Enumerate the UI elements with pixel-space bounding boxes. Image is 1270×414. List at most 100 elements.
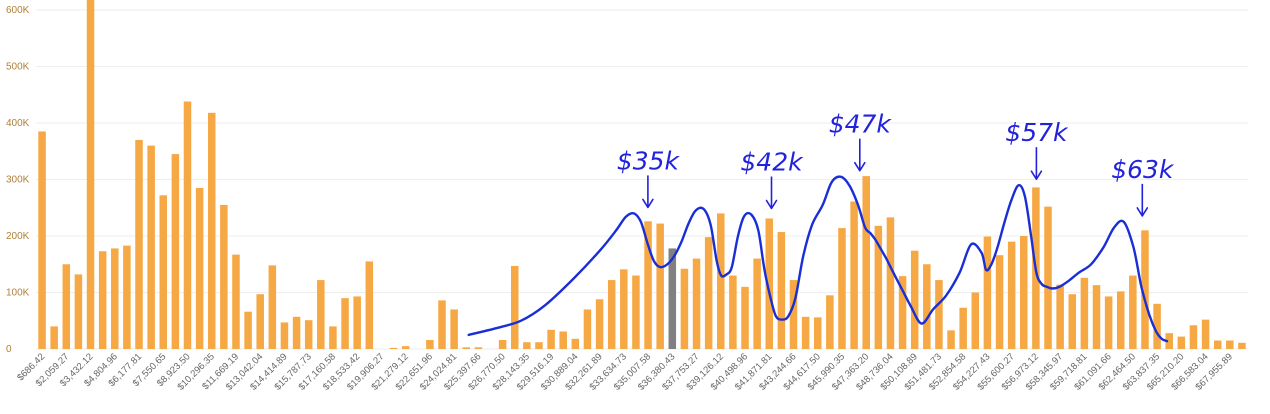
y-tick-label: 400K [6, 118, 30, 129]
annotation-label: $35k [617, 146, 681, 175]
bar [304, 320, 313, 349]
bar [462, 347, 471, 349]
bar [474, 347, 483, 349]
bar [135, 139, 143, 349]
bar [1080, 277, 1089, 349]
trend-line [467, 175, 1169, 343]
bar [232, 254, 240, 349]
bar [971, 292, 980, 349]
x-axis-ticks: $686.42$2,059.27$3,432.12$4,804.96$6,177… [15, 351, 1235, 392]
bar [317, 280, 325, 349]
bar [438, 300, 446, 349]
bar [995, 255, 1004, 349]
bar [741, 286, 749, 349]
bar [838, 228, 846, 349]
bar [1189, 325, 1198, 349]
bar [547, 329, 555, 349]
bar [123, 245, 131, 349]
bar [98, 251, 107, 349]
bar [220, 204, 228, 349]
bar [86, 0, 95, 349]
bar [426, 339, 434, 349]
bar [886, 217, 895, 349]
bar [256, 294, 264, 349]
y-tick-label: 200K [6, 231, 30, 242]
bar [1153, 303, 1161, 349]
bar [620, 269, 628, 349]
bar [244, 311, 252, 349]
bar [365, 261, 374, 349]
y-tick-label: 0 [6, 344, 12, 355]
bar [959, 307, 967, 349]
bar [159, 195, 168, 349]
annotation-label: $63k [1111, 155, 1175, 184]
bar [1226, 340, 1234, 349]
annotations: $35k $42k $47k $57k $63k [617, 110, 1175, 217]
bar [1141, 230, 1149, 349]
bar [1104, 296, 1113, 349]
bar [1020, 236, 1028, 349]
bar [62, 264, 71, 349]
bar [559, 331, 567, 349]
bar [717, 213, 725, 349]
annotation-arrowhead [1030, 170, 1043, 180]
bar [1007, 241, 1016, 349]
bar [607, 280, 616, 349]
bar [826, 295, 834, 349]
bar [1177, 336, 1186, 349]
bar [38, 131, 46, 349]
bar [947, 330, 955, 349]
bar [729, 275, 737, 349]
bar [595, 299, 604, 349]
bar [523, 342, 531, 349]
y-tick-label: 500K [6, 62, 30, 73]
bar [1201, 319, 1210, 349]
y-tick-label: 300K [6, 175, 30, 186]
bar [280, 322, 289, 349]
bar [874, 225, 883, 349]
bar [632, 275, 640, 349]
bar [195, 187, 204, 349]
bar [644, 221, 652, 349]
bar [898, 276, 907, 349]
bar [571, 338, 580, 349]
bar [510, 265, 519, 349]
bar [1116, 291, 1125, 349]
bar [983, 236, 992, 349]
bar [111, 248, 119, 349]
bar [353, 296, 361, 349]
annotation-arrowhead [854, 161, 866, 172]
bar [850, 201, 858, 349]
bar [450, 309, 458, 349]
bar [341, 298, 349, 349]
bar [777, 232, 786, 349]
bar [535, 342, 543, 349]
bar [329, 326, 337, 349]
bar [171, 154, 180, 349]
bar [668, 248, 677, 349]
bar [1129, 275, 1137, 349]
bar [389, 347, 398, 349]
bar [1056, 284, 1064, 349]
annotation-label: $42k [740, 148, 804, 177]
bar [935, 280, 943, 349]
bars [38, 0, 1246, 349]
bar [923, 264, 931, 349]
trend-overlay [467, 175, 1169, 343]
gridlines [36, 9, 1248, 350]
bar [765, 218, 774, 349]
bar [1213, 340, 1222, 349]
bar [183, 101, 192, 349]
bar [292, 316, 301, 349]
bar [910, 250, 919, 349]
bar [680, 268, 689, 349]
bar [1068, 294, 1077, 349]
annotation-arrowhead [642, 198, 654, 209]
bar [789, 280, 798, 349]
bar [704, 237, 713, 349]
bar [1044, 206, 1052, 349]
y-axis-ticks: 0 100K 200K 300K 400K 500K 600K [6, 5, 30, 355]
bar [1092, 285, 1101, 349]
bar [753, 258, 761, 349]
